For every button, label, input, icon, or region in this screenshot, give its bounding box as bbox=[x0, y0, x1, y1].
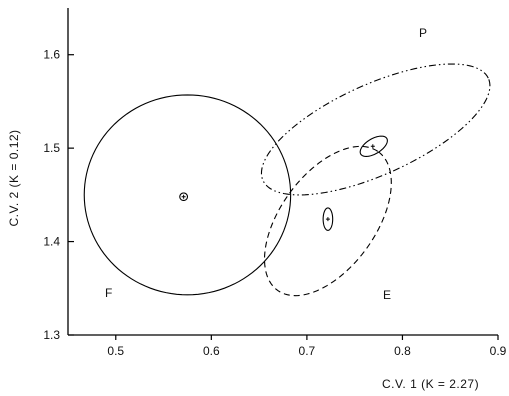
group-label-f: F bbox=[105, 286, 112, 300]
ellipse-outer-p bbox=[260, 63, 491, 196]
group-mean-markers bbox=[181, 144, 375, 222]
mean-marker-f bbox=[181, 194, 186, 199]
y-tick-label: 1.6 bbox=[43, 48, 60, 62]
y-axis-ticks: 1.3 1.4 1.5 1.6 bbox=[43, 48, 74, 342]
x-tick-label: 0.6 bbox=[203, 344, 220, 358]
y-axis-title: C.V. 2 (K = 0.12) bbox=[7, 129, 21, 226]
x-tick-label: 0.7 bbox=[299, 344, 316, 358]
y-tick-label: 1.5 bbox=[43, 141, 60, 155]
x-axis-ticks: 0.5 0.6 0.7 0.8 0.9 bbox=[107, 335, 507, 358]
group-label-e: E bbox=[383, 288, 391, 302]
y-tick-label: 1.3 bbox=[43, 328, 60, 342]
ellipse-inner-f bbox=[179, 192, 188, 202]
mean-marker-e bbox=[325, 217, 330, 222]
ellipse-outer-e bbox=[263, 145, 392, 297]
x-tick-label: 0.8 bbox=[394, 344, 411, 358]
confidence-ellipses bbox=[83, 63, 491, 297]
ellipse-inner-e bbox=[322, 207, 334, 231]
ellipse-inner-p bbox=[359, 135, 388, 157]
x-tick-label: 0.9 bbox=[490, 344, 507, 358]
ellipse-outer-f bbox=[83, 94, 292, 296]
group-label-p: P bbox=[419, 26, 427, 40]
group-labels: F E P bbox=[105, 26, 427, 302]
x-axis-title: C.V. 1 (K = 2.27) bbox=[382, 377, 479, 391]
y-tick-label: 1.4 bbox=[43, 235, 60, 249]
axes bbox=[67, 8, 498, 336]
mean-marker-p bbox=[370, 144, 375, 149]
x-tick-label: 0.5 bbox=[107, 344, 124, 358]
